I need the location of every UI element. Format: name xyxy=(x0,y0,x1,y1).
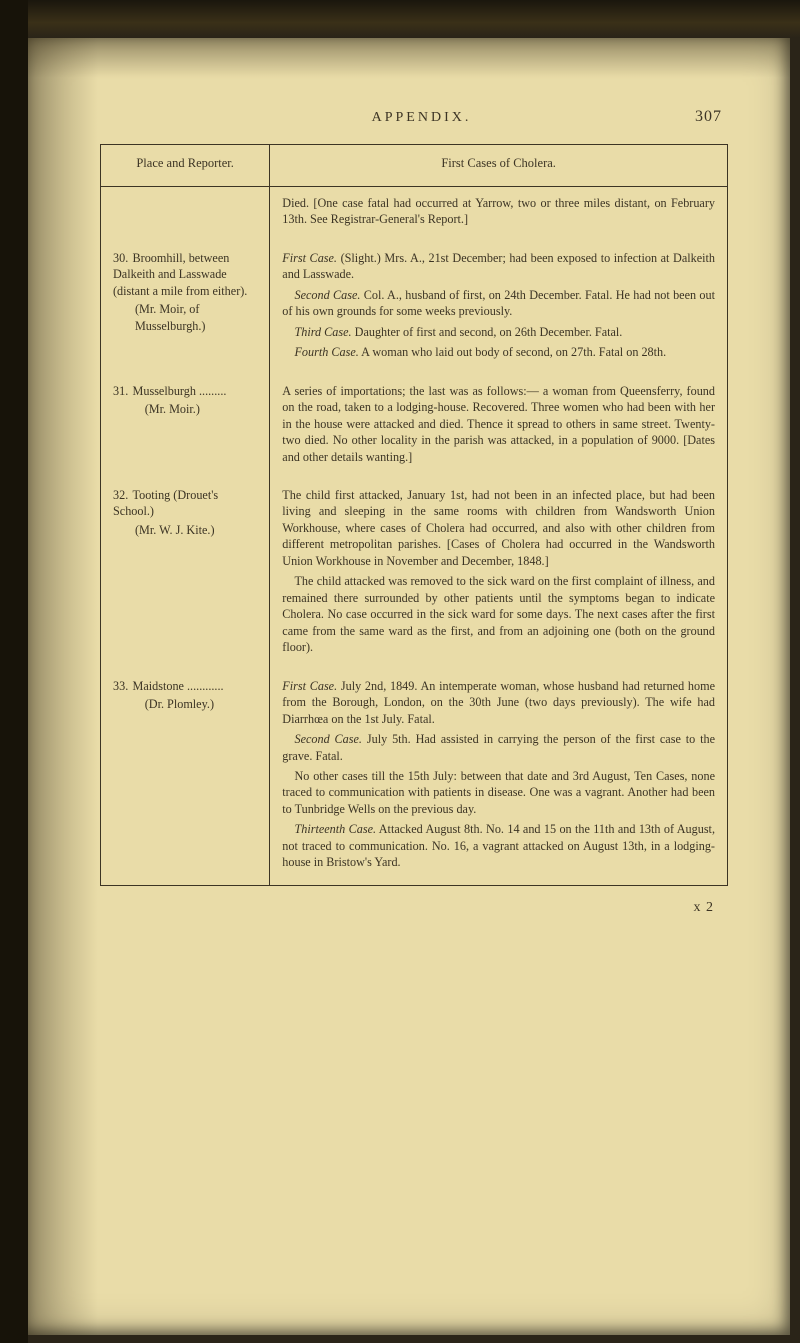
case-label: Second Case. xyxy=(294,288,360,302)
paragraph: The child attacked was removed to the si… xyxy=(282,573,715,655)
case-label: Third Case. xyxy=(294,325,351,339)
case-text: July 2nd, 1849. An intemperate woman, wh… xyxy=(282,679,715,726)
entry-number: 33. xyxy=(113,678,133,694)
entry-number: 32. xyxy=(113,487,133,503)
paragraph: Died. [One case fatal had occurred at Ya… xyxy=(282,195,715,228)
page-content: APPENDIX. 307 Place and Reporter. First … xyxy=(28,38,790,956)
appendix-table: Place and Reporter. First Cases of Chole… xyxy=(100,144,728,886)
cell-left-31: 31.Musselburgh ......... (Mr. Moir.) xyxy=(101,375,270,479)
page-surface: APPENDIX. 307 Place and Reporter. First … xyxy=(28,38,790,1335)
cell-left-intro xyxy=(101,186,270,241)
reporter-line: 31.Musselburgh ......... xyxy=(113,383,257,399)
cell-right-intro: Died. [One case fatal had occurred at Ya… xyxy=(270,186,728,241)
case-text: Daughter of first and second, on 26th De… xyxy=(355,325,623,339)
entry-number: 30. xyxy=(113,250,133,266)
cell-right-30: First Case. (Slight.) Mrs. A., 21st Dece… xyxy=(270,242,728,375)
reporter-line: 33.Maidstone ............ xyxy=(113,678,257,694)
case-label: First Case. xyxy=(282,679,337,693)
table-row: 30.Broomhill, between Dalkeith and Lassw… xyxy=(101,242,728,375)
reporter-line: 30.Broomhill, between Dalkeith and Lassw… xyxy=(113,250,257,299)
reporter-line: (Mr. W. J. Kite.) xyxy=(113,522,257,538)
scan-left-edge xyxy=(0,0,28,1343)
reporter-line: (Dr. Plomley.) xyxy=(113,696,257,712)
reporter-line: (Mr. Moir.) xyxy=(113,401,257,417)
table-row: 32.Tooting (Drouet's School.) (Mr. W. J.… xyxy=(101,479,728,670)
cell-right-33: First Case. July 2nd, 1849. An intempera… xyxy=(270,670,728,886)
running-head-title: APPENDIX. xyxy=(148,110,695,126)
paragraph: Third Case. Daughter of first and second… xyxy=(282,324,715,340)
entry-number: 31. xyxy=(113,383,133,399)
paragraph: The child first attacked, January 1st, h… xyxy=(282,487,715,569)
reporter-title: Maidstone ............ xyxy=(133,679,224,693)
column-header-cases: First Cases of Cholera. xyxy=(270,145,728,187)
column-header-place: Place and Reporter. xyxy=(101,145,270,187)
table-row: 31.Musselburgh ......... (Mr. Moir.) A s… xyxy=(101,375,728,479)
case-label: Thirteenth Case. xyxy=(294,822,376,836)
table-row: Died. [One case fatal had occurred at Ya… xyxy=(101,186,728,241)
scan-top-edge xyxy=(0,0,800,38)
paragraph: Thirteenth Case. Attacked August 8th. No… xyxy=(282,821,715,870)
paragraph: A series of importations; the last was a… xyxy=(282,383,715,465)
reporter-line: (Mr. Moir, of Musselburgh.) xyxy=(113,301,257,334)
cell-right-31: A series of importations; the last was a… xyxy=(270,375,728,479)
cell-right-32: The child first attacked, January 1st, h… xyxy=(270,479,728,670)
cell-left-32: 32.Tooting (Drouet's School.) (Mr. W. J.… xyxy=(101,479,270,670)
paragraph: Fourth Case. A woman who laid out body o… xyxy=(282,344,715,360)
case-label: First Case. xyxy=(282,251,337,265)
page-number: 307 xyxy=(695,108,722,126)
case-text: (Slight.) Mrs. A., 21st December; had be… xyxy=(282,251,715,281)
cell-left-33: 33.Maidstone ............ (Dr. Plomley.) xyxy=(101,670,270,886)
paragraph: Second Case. Col. A., husband of first, … xyxy=(282,287,715,320)
paragraph: First Case. (Slight.) Mrs. A., 21st Dece… xyxy=(282,250,715,283)
signature-mark: x 2 xyxy=(100,900,714,916)
paragraph: First Case. July 2nd, 1849. An intempera… xyxy=(282,678,715,727)
case-label: Second Case. xyxy=(294,732,362,746)
table-row: 33.Maidstone ............ (Dr. Plomley.)… xyxy=(101,670,728,886)
running-head: APPENDIX. 307 xyxy=(106,108,722,126)
table-header-row: Place and Reporter. First Cases of Chole… xyxy=(101,145,728,187)
case-text: A woman who laid out body of second, on … xyxy=(361,345,666,359)
paragraph: Second Case. July 5th. Had assisted in c… xyxy=(282,731,715,764)
paragraph: No other cases till the 15th July: betwe… xyxy=(282,768,715,817)
case-label: Fourth Case. xyxy=(294,345,358,359)
reporter-title: Broomhill, between Dalkeith and Lasswade… xyxy=(113,251,247,298)
reporter-line: 32.Tooting (Drouet's School.) xyxy=(113,487,257,520)
cell-left-30: 30.Broomhill, between Dalkeith and Lassw… xyxy=(101,242,270,375)
reporter-title: Musselburgh ......... xyxy=(133,384,227,398)
